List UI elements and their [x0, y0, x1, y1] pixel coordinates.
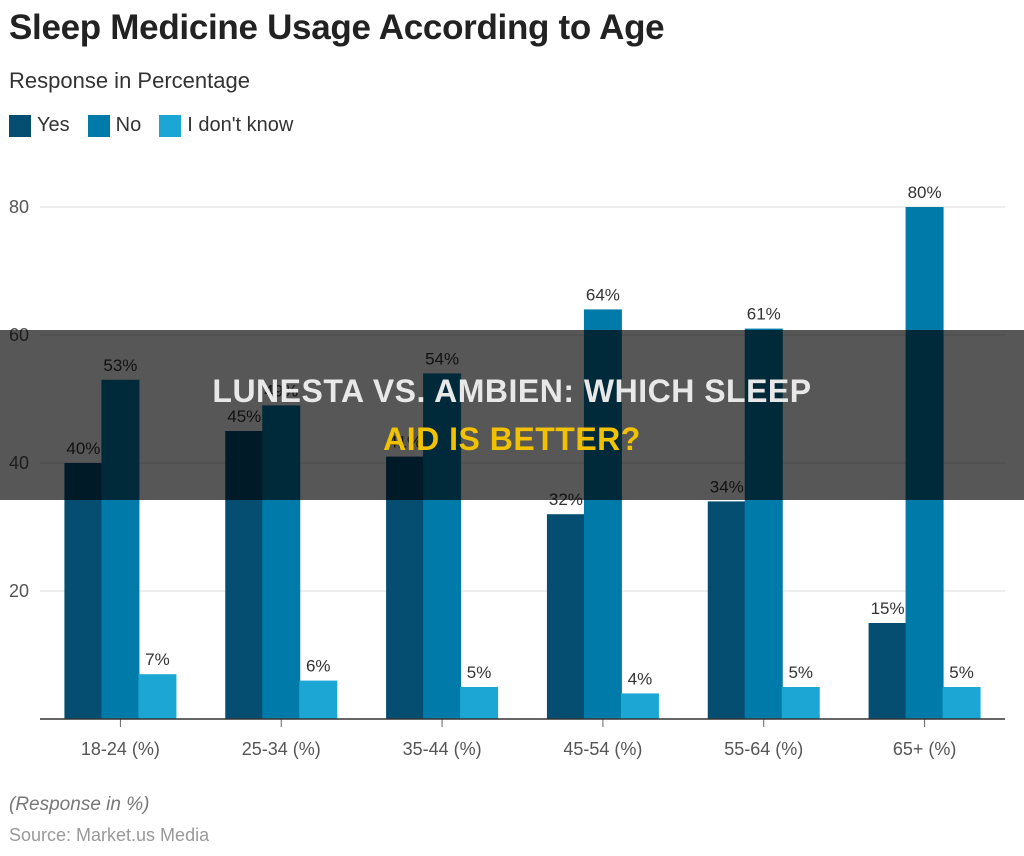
- source-credit: Source: Market.us Media: [9, 825, 210, 845]
- x-tick-label-3: 45-54 (%): [563, 739, 642, 759]
- y-tick-label-20: 20: [9, 581, 29, 601]
- banner-headline-line-2: AID IS BETTER?: [383, 421, 641, 457]
- legend: Yes No I don't know: [9, 114, 293, 137]
- y-tick-label-80: 80: [9, 197, 29, 217]
- bar-2-2: [460, 687, 499, 719]
- footnote: (Response in %): [9, 794, 150, 815]
- bar-0-0: [64, 463, 103, 719]
- bar-0-2: [386, 456, 425, 719]
- bar-0-4: [707, 501, 746, 719]
- bar-2-3: [620, 693, 659, 719]
- legend-swatch-dont-know: [159, 114, 182, 137]
- bar-2-4: [781, 687, 820, 719]
- title-overlay-banner: LUNESTA VS. AMBIEN: WHICH SLEEP AID IS B…: [0, 330, 1024, 500]
- x-tick-label-0: 18-24 (%): [81, 739, 160, 759]
- legend-item-yes[interactable]: Yes: [9, 114, 70, 137]
- chart-subtitle: Response in Percentage: [9, 68, 250, 93]
- data-label-1-3: 64%: [586, 285, 620, 304]
- bar-0-3: [546, 514, 585, 719]
- banner-headline-line-1: LUNESTA VS. AMBIEN: WHICH SLEEP: [212, 373, 812, 409]
- data-label-2-4: 5%: [788, 663, 813, 682]
- x-tick-label-4: 55-64 (%): [724, 739, 803, 759]
- data-label-2-5: 5%: [949, 663, 974, 682]
- x-tick-label-5: 65+ (%): [893, 739, 957, 759]
- bar-2-1: [299, 680, 338, 719]
- data-label-2-2: 5%: [467, 663, 492, 682]
- data-label-1-5: 80%: [908, 183, 942, 202]
- x-tick-label-1: 25-34 (%): [242, 739, 321, 759]
- data-label-2-1: 6%: [306, 657, 331, 676]
- legend-swatch-yes: [9, 114, 31, 137]
- data-label-1-4: 61%: [747, 305, 781, 324]
- legend-label-dont-know: I don't know: [187, 114, 294, 136]
- x-tick-label-2: 35-44 (%): [403, 739, 482, 759]
- bar-2-0: [138, 674, 177, 719]
- legend-label-yes: Yes: [37, 114, 70, 136]
- data-label-2-3: 4%: [628, 669, 653, 688]
- legend-swatch-no: [87, 114, 110, 137]
- data-label-0-5: 15%: [871, 599, 905, 618]
- bar-2-5: [942, 687, 981, 719]
- chart-title: Sleep Medicine Usage According to Age: [9, 8, 665, 47]
- bar-0-5: [868, 623, 907, 719]
- legend-item-dont-know[interactable]: I don't know: [159, 114, 293, 137]
- legend-item-no[interactable]: No: [87, 114, 142, 137]
- data-label-2-0: 7%: [145, 650, 170, 669]
- legend-label-no: No: [115, 114, 142, 136]
